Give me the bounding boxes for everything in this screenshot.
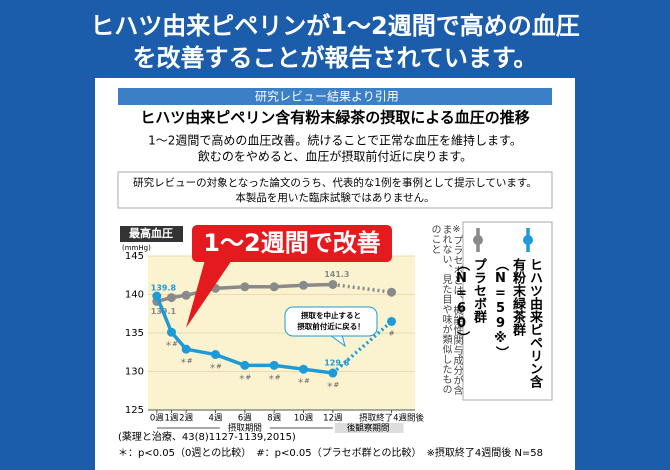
x-tick-label: 1週 <box>165 414 179 424</box>
bubble <box>284 306 378 337</box>
marker <box>181 344 191 354</box>
title-line: を改善することが報告されています。 <box>132 44 538 72</box>
y-tick-label: 140 <box>125 290 144 301</box>
footer: (薬理と治療、43(8)1127-1139,2015) <box>118 430 296 443</box>
data-label: 141.3 <box>324 270 349 279</box>
marker <box>181 290 191 300</box>
period-label: 摂取期間 <box>228 423 262 434</box>
line-segment <box>274 283 304 289</box>
marker <box>269 360 279 370</box>
y-tick-label: 145 <box>125 251 144 262</box>
legend-label: ヒハツ由来ピペリン含有粉末緑茶群（N=59※） <box>493 258 542 388</box>
notice-box <box>117 171 553 209</box>
x-tick-label: 10週 <box>294 414 314 424</box>
legend-box <box>462 221 553 401</box>
marker <box>328 368 338 378</box>
line-segment <box>303 282 333 288</box>
y-tick-label: 130 <box>125 367 144 378</box>
bubble-tail <box>329 334 346 348</box>
line-segment <box>155 295 174 333</box>
line-segment <box>185 347 216 357</box>
line-segment <box>215 285 245 291</box>
x-tick-label: 0週 <box>150 414 164 424</box>
marker <box>269 282 279 292</box>
x-tick-label: 12週 <box>323 414 343 424</box>
significance: ＊# <box>165 340 178 348</box>
callout: 1～2週間で改善 <box>203 229 380 257</box>
x-tick-label: 4週 <box>209 414 223 424</box>
y-tick-label: 135 <box>125 328 144 339</box>
data-label: 139.8 <box>151 284 177 293</box>
footer: ＊：p<0.05（0週との比較） #：p<0.05（プラセボ群との比較） ※摂取… <box>118 446 543 459</box>
line-segment <box>214 352 246 367</box>
period-label: 後観察期間 <box>347 423 390 434</box>
marker <box>299 280 309 290</box>
line-segment <box>331 320 393 375</box>
marker <box>387 287 397 297</box>
data-label: 129.8 <box>324 359 350 368</box>
x-tick-label: 8週 <box>267 414 281 424</box>
marker <box>152 291 162 301</box>
significance: ＊# <box>180 357 193 365</box>
legend-marker <box>523 235 533 245</box>
y-label-box <box>120 226 183 242</box>
period-bg <box>219 423 270 433</box>
marker <box>166 327 176 337</box>
marker <box>240 282 250 292</box>
y-label: 最高血圧 <box>129 226 173 240</box>
notice: 本製品を用いた臨床試験ではありません。 <box>235 191 434 204</box>
line-segment <box>273 363 304 371</box>
marker <box>166 293 176 303</box>
legend-marker <box>473 235 483 245</box>
significance: ＊# <box>238 373 251 381</box>
source-bar <box>118 88 552 105</box>
x-tick-label: 2週 <box>179 414 193 424</box>
subtitle: ヒハツ由来ピペリン含有粉末緑茶の摂取による血圧の推移 <box>140 109 530 127</box>
marker <box>240 360 250 370</box>
note: ※プラセボとは、機能性関与成分が含まれない、見た目や味が類似したもののこと <box>429 224 462 395</box>
notice: 研究レビューの対象となった論文のうち、代表的な1例を事例として提示しています。 <box>133 176 537 189</box>
marker <box>210 350 220 360</box>
period-box <box>334 423 404 433</box>
significance: ＊# <box>297 377 310 385</box>
callout-arrow <box>186 260 232 328</box>
bubble-text: 摂取を中止すると <box>301 310 361 320</box>
marker <box>387 316 397 326</box>
significance: ＊# <box>268 373 281 381</box>
y-unit: (mmHg) <box>122 244 151 252</box>
legend-label: プラセボ群（N=60） <box>454 258 486 344</box>
significance: ＊# <box>326 381 339 389</box>
line-segment <box>303 367 334 375</box>
title-line: ヒハツ由来ピペリンが1～2週間で高めの血圧 <box>90 12 580 40</box>
source-label: 研究レビュー結果より引用 <box>255 89 399 104</box>
marker <box>299 364 309 374</box>
x-tick-label: 摂取終了4週間後 <box>359 413 424 424</box>
significance: ＊# <box>209 363 222 371</box>
description: 飲むのをやめると、血圧が摂取前付近に戻ります。 <box>198 149 472 164</box>
bubble-text: 摂取前付近に戻る！ <box>297 321 365 331</box>
x-tick-label: 6週 <box>238 414 252 424</box>
y-tick-label: 125 <box>125 405 144 416</box>
marker <box>328 279 338 289</box>
callout-box <box>192 225 392 262</box>
description: 1～2週間で高めの血圧改善。続けることで正常な血圧を維持します。 <box>148 133 522 148</box>
significance: # <box>389 329 395 337</box>
